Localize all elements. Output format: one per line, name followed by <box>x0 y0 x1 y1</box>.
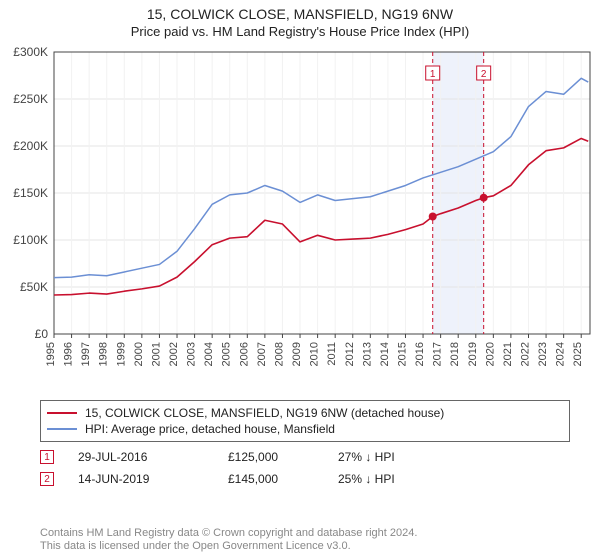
svg-text:£200K: £200K <box>13 139 48 153</box>
svg-text:2004: 2004 <box>203 342 215 366</box>
chart-svg: £0 £50K £100K £150K £200K £250K £300K 1995 1996 1… <box>0 44 600 394</box>
svg-text:1: 1 <box>430 69 436 80</box>
svg-text:1996: 1996 <box>63 342 75 366</box>
svg-text:2000: 2000 <box>133 342 145 366</box>
page-subtitle: Price paid vs. HM Land Registry's House … <box>0 22 600 43</box>
footnote-line: This data is licensed under the Open Gov… <box>40 540 351 552</box>
svg-text:2009: 2009 <box>291 342 303 366</box>
svg-text:2025: 2025 <box>572 342 584 366</box>
sale-date: 29-JUL-2016 <box>78 450 228 464</box>
svg-text:£0: £0 <box>35 327 49 341</box>
svg-text:2023: 2023 <box>537 342 549 366</box>
svg-text:£300K: £300K <box>13 45 48 59</box>
sale-marker: 1 <box>40 450 54 464</box>
svg-text:1997: 1997 <box>80 342 92 366</box>
legend-item-property: 15, COLWICK CLOSE, MANSFIELD, NG19 6NW (… <box>47 405 563 421</box>
svg-text:2019: 2019 <box>467 342 479 366</box>
legend-item-hpi: HPI: Average price, detached house, Mans… <box>47 421 563 437</box>
svg-text:2008: 2008 <box>273 342 285 366</box>
footnote: Contains HM Land Registry data © Crown c… <box>40 527 570 555</box>
footnote-line: Contains HM Land Registry data © Crown c… <box>40 527 417 539</box>
svg-text:2: 2 <box>481 69 487 80</box>
svg-text:2015: 2015 <box>396 342 408 366</box>
sale-price: £125,000 <box>228 450 338 464</box>
svg-text:2020: 2020 <box>484 342 496 366</box>
sale-price: £145,000 <box>228 472 338 486</box>
price-chart: £0 £50K £100K £150K £200K £250K £300K 1995 1996 1… <box>0 44 600 394</box>
svg-text:2017: 2017 <box>432 342 444 366</box>
legend-label: HPI: Average price, detached house, Mans… <box>85 422 335 436</box>
svg-text:2012: 2012 <box>344 342 356 366</box>
svg-text:2007: 2007 <box>256 342 268 366</box>
svg-text:1995: 1995 <box>45 342 57 366</box>
svg-text:£50K: £50K <box>20 280 48 294</box>
sale-delta: 27% ↓ HPI <box>338 450 438 464</box>
sale-row: 1 29-JUL-2016 £125,000 27% ↓ HPI <box>40 446 570 468</box>
svg-text:2005: 2005 <box>221 342 233 366</box>
svg-text:2014: 2014 <box>379 342 391 366</box>
svg-text:2021: 2021 <box>502 342 514 366</box>
svg-text:2002: 2002 <box>168 342 180 366</box>
svg-text:2024: 2024 <box>555 342 567 366</box>
legend-swatch <box>47 412 77 414</box>
legend-swatch <box>47 428 77 430</box>
svg-text:2003: 2003 <box>186 342 198 366</box>
svg-text:£150K: £150K <box>13 186 48 200</box>
sales-table: 1 29-JUL-2016 £125,000 27% ↓ HPI 2 14-JU… <box>40 446 570 490</box>
svg-text:2011: 2011 <box>326 342 338 366</box>
page-title: 15, COLWICK CLOSE, MANSFIELD, NG19 6NW <box>0 0 600 22</box>
svg-text:2022: 2022 <box>519 342 531 366</box>
svg-text:1999: 1999 <box>115 342 127 366</box>
svg-text:2013: 2013 <box>361 342 373 366</box>
svg-text:1998: 1998 <box>98 342 110 366</box>
svg-text:2010: 2010 <box>309 342 321 366</box>
svg-text:2001: 2001 <box>150 342 162 366</box>
legend: 15, COLWICK CLOSE, MANSFIELD, NG19 6NW (… <box>40 400 570 442</box>
svg-text:2018: 2018 <box>449 342 461 366</box>
svg-text:£100K: £100K <box>13 233 48 247</box>
svg-text:2006: 2006 <box>238 342 250 366</box>
sale-marker: 2 <box>40 472 54 486</box>
svg-text:2016: 2016 <box>414 342 426 366</box>
sale-row: 2 14-JUN-2019 £145,000 25% ↓ HPI <box>40 468 570 490</box>
legend-label: 15, COLWICK CLOSE, MANSFIELD, NG19 6NW (… <box>85 406 444 420</box>
sale-delta: 25% ↓ HPI <box>338 472 438 486</box>
svg-text:£250K: £250K <box>13 92 48 106</box>
sale-date: 14-JUN-2019 <box>78 472 228 486</box>
